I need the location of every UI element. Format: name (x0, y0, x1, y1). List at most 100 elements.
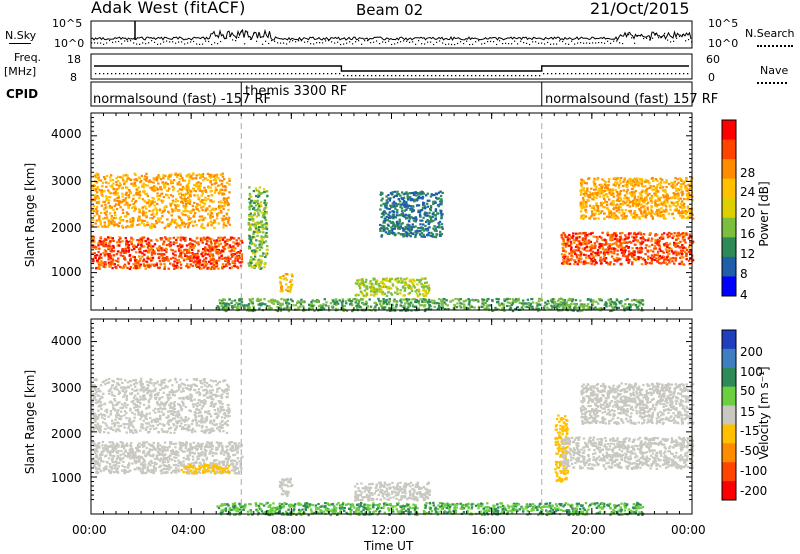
nsky-legend-line (9, 43, 31, 44)
power-cell (117, 186, 121, 190)
power-cell (666, 249, 670, 252)
power-cell (585, 182, 588, 185)
power-cell (247, 223, 250, 226)
power-cell (360, 290, 363, 293)
power-cell (159, 262, 162, 265)
power-cell (163, 253, 166, 256)
power-cell (403, 278, 406, 281)
power-cell (96, 210, 99, 213)
freq-unit: [MHz] (4, 65, 37, 78)
power-cell (391, 284, 395, 287)
power-cell (635, 235, 638, 239)
power-cell (674, 205, 678, 208)
power-cell (412, 278, 415, 281)
power-cell (251, 302, 255, 305)
power-cell (506, 304, 509, 308)
power-cell (236, 257, 240, 260)
power-cell (127, 262, 131, 265)
power-cell (585, 192, 588, 195)
power-cell (421, 300, 424, 303)
power-cell (672, 252, 675, 255)
power-cell (176, 236, 179, 239)
power-cell (511, 309, 515, 313)
power-cell (290, 286, 293, 289)
power-cell (221, 299, 224, 302)
power-cell (263, 210, 267, 213)
power-cell (192, 209, 195, 212)
power-cell (673, 232, 676, 235)
cpid-segment-1: normalsound (fast) -157 RF (93, 92, 271, 107)
power-cell (109, 257, 112, 260)
power-cell (239, 249, 242, 252)
power-cell (95, 205, 99, 209)
power-cell (169, 262, 172, 265)
power-cell (653, 258, 656, 261)
power-cell (384, 231, 388, 234)
power-cell (94, 194, 97, 197)
power-cell (214, 251, 218, 254)
power-cell (583, 181, 587, 185)
power-cell (110, 215, 113, 218)
power-cell (279, 309, 283, 312)
power-cell (497, 308, 500, 311)
power-cell (615, 299, 619, 302)
power-cell (567, 299, 570, 302)
power-cell (128, 225, 131, 228)
power-cell (207, 186, 210, 189)
power-cell (342, 309, 345, 312)
power-cell (312, 299, 316, 302)
power-cell (421, 195, 425, 198)
power-cell (399, 289, 402, 292)
power-cell (116, 240, 120, 243)
power-cell (95, 172, 98, 175)
power-cell (348, 303, 352, 306)
power-cell (150, 222, 154, 225)
power-cell (612, 303, 616, 306)
power-cell (262, 241, 266, 244)
power-cell (406, 192, 409, 195)
power-cell (186, 192, 189, 195)
power-cell (126, 186, 129, 190)
power-cell (675, 192, 678, 196)
power-cell (141, 252, 144, 255)
power-cell (264, 252, 268, 255)
power-cell (256, 199, 259, 202)
power-cell (193, 201, 196, 204)
power-cell (596, 249, 600, 252)
power-cell (641, 200, 645, 203)
power-cell (661, 186, 665, 189)
power-cell (125, 211, 129, 214)
power-cell (146, 238, 150, 241)
power-cell (119, 206, 122, 209)
power-cell (404, 192, 407, 195)
power-cell (193, 214, 196, 217)
power-cell (437, 191, 440, 194)
power-cell (359, 282, 362, 285)
power-cell (107, 199, 111, 202)
power-cell (439, 230, 442, 233)
power-cell (249, 236, 253, 240)
power-cell (622, 212, 626, 215)
power-cell (650, 254, 654, 257)
power-cell (214, 266, 217, 269)
power-cell (120, 187, 124, 190)
power-cell (606, 203, 609, 207)
power-cell (131, 222, 134, 225)
power-cell (144, 267, 147, 270)
power-cell (252, 242, 255, 245)
power-cell (195, 262, 199, 265)
power-cell (444, 303, 447, 306)
power-cell (110, 217, 113, 220)
power-cell (561, 298, 565, 301)
power-cell (158, 187, 161, 190)
power-cell (258, 299, 262, 302)
power-cell (372, 286, 376, 289)
power-cell (218, 190, 222, 193)
power-cell (201, 173, 205, 176)
power-cell (416, 229, 419, 232)
power-cell (663, 259, 666, 262)
power-cell (280, 286, 283, 289)
power-cell (617, 258, 620, 261)
power-cell (100, 204, 104, 207)
power-cell (129, 259, 132, 262)
